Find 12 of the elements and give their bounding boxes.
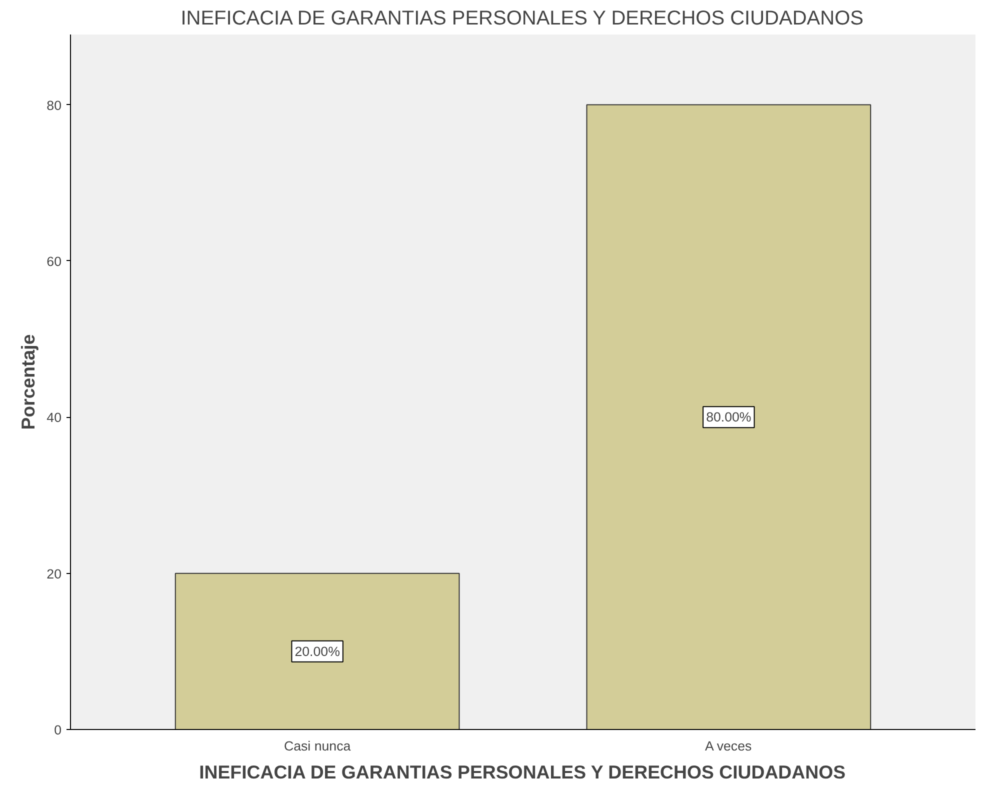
- x-axis-title: INEFICACIA DE GARANTIAS PERSONALES Y DERECHOS CIUDADANOS: [199, 762, 846, 782]
- chart-title: INEFICACIA DE GARANTIAS PERSONALES Y DERECHOS CIUDADANOS: [180, 8, 864, 30]
- y-tick-label: 20: [46, 566, 62, 582]
- data-label: 80.00%: [706, 410, 752, 425]
- y-axis-title: Porcentaje: [18, 334, 39, 430]
- y-tick-label: 40: [46, 410, 62, 426]
- y-tick-label: 0: [54, 722, 62, 738]
- data-label: 20.00%: [294, 644, 340, 659]
- y-tick-label: 60: [46, 254, 62, 269]
- y-tick-label: 80: [46, 98, 62, 113]
- x-tick-label: A veces: [704, 738, 752, 754]
- x-tick-label: Casi nunca: [284, 738, 352, 754]
